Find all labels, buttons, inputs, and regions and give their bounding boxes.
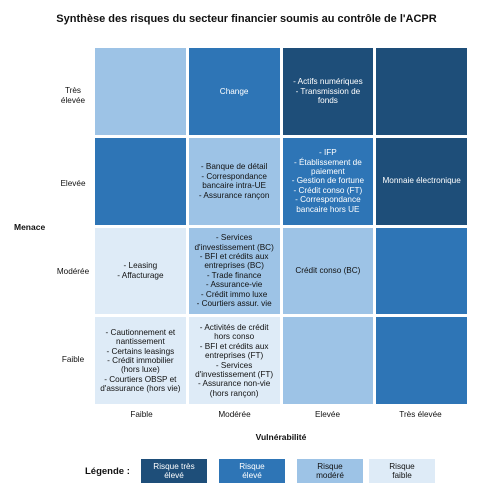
col-label-faible: Faible bbox=[130, 410, 153, 419]
x-axis-label: Vulnérabilité bbox=[255, 432, 307, 442]
cell-r1-c0 bbox=[95, 137, 186, 225]
cell-r0-c1: Change bbox=[188, 48, 280, 135]
row-label-elevee: Elevée bbox=[60, 179, 86, 188]
cell-r3-c0: - Cautionnement et nantissement - Certai… bbox=[95, 317, 186, 404]
y-axis-label: Menace bbox=[14, 222, 46, 232]
col-label-moderee: Modérée bbox=[218, 410, 251, 419]
col-label-tres-elevee: Très élevée bbox=[399, 410, 442, 419]
cell-r2-c0: - Leasing - Affacturage bbox=[95, 227, 186, 315]
cell-r2-c1: - Services d'investissement (BC) - BFI e… bbox=[188, 227, 280, 315]
row-label-faible: Faible bbox=[61, 355, 85, 364]
cell-r0-c0 bbox=[95, 48, 186, 135]
cell-r1-c3: Monnaie électronique bbox=[376, 137, 467, 225]
cell-r1-c2: - IFP - Établissement de paiement - Gest… bbox=[282, 137, 374, 225]
legend-faible: Risque faible bbox=[369, 459, 435, 483]
row-label-tres-elevee: Très élevée bbox=[60, 86, 86, 105]
legend-tres-eleve: Risque très élevé bbox=[141, 459, 207, 483]
cell-r3-c2 bbox=[282, 317, 374, 404]
cell-r1-c1: - Banque de détail - Correspondance banc… bbox=[188, 137, 280, 225]
cell-r3-c3 bbox=[376, 317, 467, 404]
legend-title: Légende : bbox=[85, 466, 130, 477]
legend-eleve: Risque élevé bbox=[219, 459, 285, 483]
chart-title: Synthèse des risques du secteur financie… bbox=[56, 13, 437, 25]
cell-r0-c3 bbox=[376, 48, 467, 135]
cell-r2-c3 bbox=[376, 227, 467, 315]
cell-r0-c2: - Actifs numériques - Transmission de fo… bbox=[282, 48, 374, 135]
cell-r3-c1: - Activités de crédit hors conso - BFI e… bbox=[188, 317, 280, 404]
cell-r2-c2: Crédit conso (BC) bbox=[282, 227, 374, 315]
row-label-moderee: Modérée bbox=[56, 267, 90, 276]
legend-modere: Risque modéré bbox=[297, 459, 363, 483]
risk-matrix: Change - Actifs numériques - Transmissio… bbox=[95, 48, 467, 404]
col-label-elevee: Elevée bbox=[314, 410, 341, 419]
